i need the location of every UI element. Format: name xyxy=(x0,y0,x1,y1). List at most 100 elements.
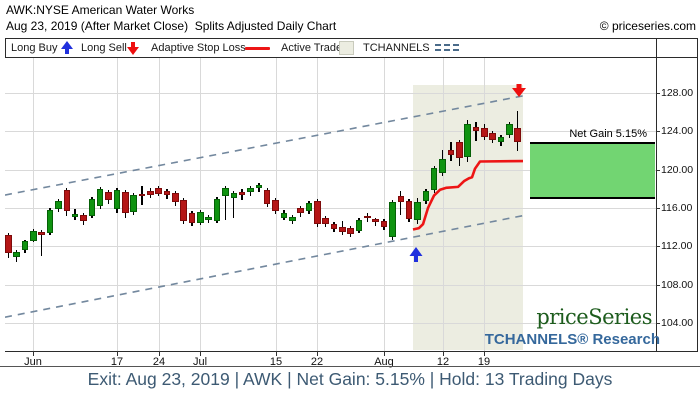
y-axis-tick xyxy=(656,285,660,286)
candle-body[interactable] xyxy=(255,184,263,188)
candle-body[interactable] xyxy=(138,193,146,197)
candle-body[interactable] xyxy=(430,167,438,190)
x-axis-tick xyxy=(484,351,485,356)
candle-body[interactable] xyxy=(38,231,46,235)
vertical-gridline xyxy=(200,58,201,351)
vertical-gridline xyxy=(384,58,385,351)
candle-body[interactable] xyxy=(263,189,271,205)
candle-body[interactable] xyxy=(71,213,79,217)
candle-body[interactable] xyxy=(422,190,430,202)
candle-body[interactable] xyxy=(213,199,221,222)
candle-body[interactable] xyxy=(155,187,162,194)
candle-body[interactable] xyxy=(5,234,12,253)
candle-body[interactable] xyxy=(380,221,388,228)
candle-body[interactable] xyxy=(514,128,521,142)
x-axis-tick xyxy=(117,351,118,356)
candle-body[interactable] xyxy=(222,187,229,197)
candle-body[interactable] xyxy=(364,215,371,218)
vertical-gridline xyxy=(484,58,485,351)
candle-body[interactable] xyxy=(130,194,137,212)
y-axis-price-label: 128.00 xyxy=(661,87,694,99)
x-axis-tick xyxy=(443,351,444,356)
candle-body[interactable] xyxy=(330,224,338,230)
candle-body[interactable] xyxy=(163,190,171,196)
candle-body[interactable] xyxy=(247,187,254,192)
candle-body[interactable] xyxy=(405,201,413,220)
candle-body[interactable] xyxy=(272,200,279,211)
long-sell-exit-arrow[interactable] xyxy=(512,84,526,97)
x-axis-date-label: Aug xyxy=(374,356,394,368)
candle-wick xyxy=(241,188,243,201)
candle-body[interactable] xyxy=(372,219,380,223)
horizontal-gridline xyxy=(5,93,656,94)
candle-wick xyxy=(475,121,477,141)
candle-body[interactable] xyxy=(347,228,354,234)
candle-body[interactable] xyxy=(288,216,296,222)
x-axis-date-label: 24 xyxy=(152,356,166,368)
candle-body[interactable] xyxy=(506,123,513,136)
candle-body[interactable] xyxy=(96,188,104,207)
x-axis-date-label: 19 xyxy=(477,356,491,368)
candle-body[interactable] xyxy=(80,214,87,222)
candle-body[interactable] xyxy=(205,216,213,221)
candle-body[interactable] xyxy=(439,159,446,174)
candle-body[interactable] xyxy=(55,201,62,209)
candle-body[interactable] xyxy=(46,209,54,233)
candle-body[interactable] xyxy=(63,189,71,211)
candle-body[interactable] xyxy=(322,217,329,225)
long-sell-arrow-stem xyxy=(131,42,135,47)
candle-body[interactable] xyxy=(172,192,179,203)
chart-title: AWK:NYSE American Water Works xyxy=(6,3,195,17)
candle-body[interactable] xyxy=(147,190,154,196)
candle-body[interactable] xyxy=(230,192,238,199)
candle-body[interactable] xyxy=(447,149,455,156)
vertical-gridline xyxy=(443,58,444,351)
x-axis-tick xyxy=(200,351,201,356)
legend-long-buy-label: Long Buy xyxy=(11,42,58,54)
candle-body[interactable] xyxy=(113,189,121,209)
candle-body[interactable] xyxy=(297,207,304,213)
active-trade-swatch xyxy=(339,41,354,55)
candle-body[interactable] xyxy=(180,200,187,222)
x-axis-date-label: 12 xyxy=(436,356,450,368)
candle-body[interactable] xyxy=(188,212,196,224)
legend-tchannels-label: TCHANNELS xyxy=(363,42,430,54)
price-plot-area[interactable]: Net Gain 5.15% xyxy=(5,58,656,351)
tchannels-dash-icon xyxy=(435,44,459,46)
frame-top xyxy=(5,38,697,39)
candle-body[interactable] xyxy=(280,212,288,218)
candle-body[interactable] xyxy=(414,202,421,221)
legend-stop-loss-label: Adaptive Stop Loss xyxy=(151,42,246,54)
candle-body[interactable] xyxy=(13,252,20,257)
candle-body[interactable] xyxy=(21,241,29,251)
candle-body[interactable] xyxy=(88,199,96,216)
candle-body[interactable] xyxy=(397,196,405,203)
tchannel-upper-line xyxy=(5,95,524,196)
candle-body[interactable] xyxy=(489,133,496,140)
candle-body[interactable] xyxy=(305,203,313,211)
x-axis-date-label: Jun xyxy=(24,356,42,368)
candle-body[interactable] xyxy=(314,201,321,225)
y-axis-tick xyxy=(656,170,660,171)
horizontal-gridline xyxy=(5,246,656,247)
candle-body[interactable] xyxy=(464,123,471,158)
candle-body[interactable] xyxy=(197,211,204,224)
candle-body[interactable] xyxy=(497,137,505,142)
long-buy-arrow-stem xyxy=(65,49,69,54)
candle-body[interactable] xyxy=(339,227,346,232)
candle-body[interactable] xyxy=(105,191,112,201)
candle-body[interactable] xyxy=(389,202,396,237)
candle-body[interactable] xyxy=(455,141,463,159)
tchannel-lower-line xyxy=(5,214,524,318)
long-buy-entry-arrow[interactable] xyxy=(409,247,423,262)
x-axis-tick xyxy=(276,351,277,356)
candle-body[interactable] xyxy=(121,191,129,213)
candle-body[interactable] xyxy=(30,230,37,241)
x-axis-date-label: 17 xyxy=(110,356,124,368)
candle-body[interactable] xyxy=(481,128,488,138)
trade-summary-text: Exit: Aug 23, 2019 | AWK | Net Gain: 5.1… xyxy=(87,369,613,389)
candle-body[interactable] xyxy=(238,191,246,195)
candle-body[interactable] xyxy=(472,126,480,132)
candle-body[interactable] xyxy=(355,220,363,231)
